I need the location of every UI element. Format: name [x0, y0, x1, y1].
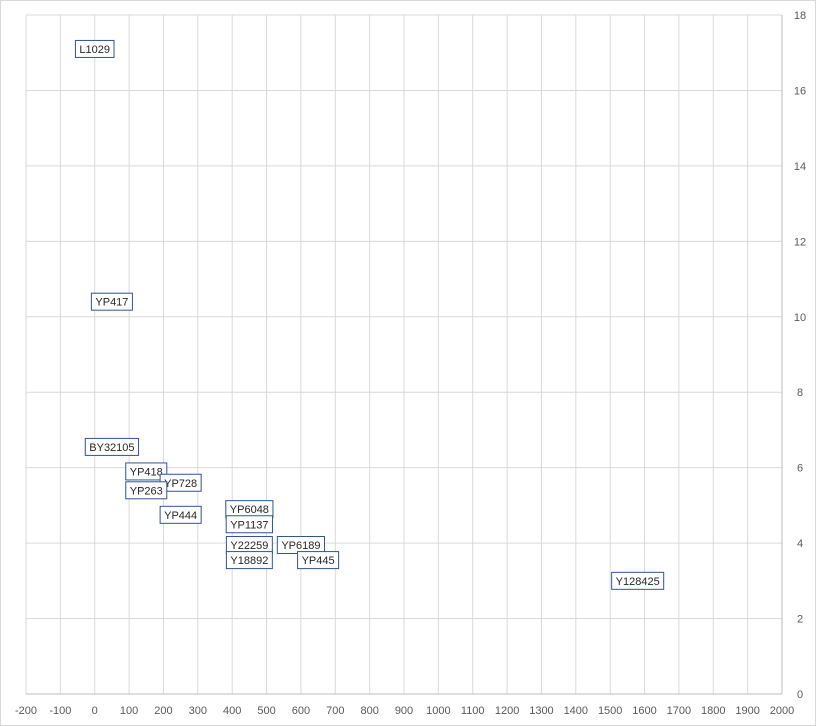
data-point-label: L1029	[74, 39, 115, 58]
x-tick-label: 1400	[564, 705, 588, 717]
data-label-box	[74, 39, 115, 58]
x-tick-label: 600	[292, 705, 310, 717]
data-label-text: L1029	[79, 44, 110, 56]
data-label-text: YP445	[302, 555, 335, 567]
x-tick-label: 400	[223, 705, 241, 717]
data-point-label: YP444	[159, 505, 202, 524]
data-label-text: YP6189	[281, 540, 320, 552]
data-point-label: Y128425	[611, 571, 665, 590]
data-label-box	[611, 571, 665, 590]
axes	[26, 15, 783, 695]
y-tick-label: 18	[794, 10, 806, 22]
data-label-text: YP1137	[230, 519, 268, 531]
data-label-box	[225, 515, 274, 534]
data-point-label: YP6189	[276, 535, 325, 554]
data-label-text: YP418	[130, 466, 163, 478]
data-label-box	[225, 551, 273, 570]
y-tick-label: 16	[794, 85, 806, 97]
x-tick-label: 100	[120, 705, 138, 717]
y-tick-label: 2	[797, 614, 803, 626]
data-label-text: YP6048	[230, 504, 269, 516]
x-tick-label: 1700	[667, 705, 691, 717]
data-label-box	[84, 437, 140, 456]
data-label-box	[159, 505, 202, 524]
data-point-label: YP1137	[225, 515, 274, 534]
y-tick-label: 12	[794, 236, 806, 248]
y-tick-label: 14	[794, 161, 806, 173]
data-point-label: YP728	[159, 473, 202, 492]
data-label-box	[90, 292, 133, 311]
data-point-label: YP445	[297, 551, 340, 570]
data-label-text: BY32105	[89, 442, 134, 454]
x-tick-label: 1000	[426, 705, 450, 717]
data-label-text: YP263	[130, 485, 163, 497]
x-tick-label: 1300	[529, 705, 553, 717]
x-tick-label: 200	[154, 705, 172, 717]
x-tick-label: 2000	[770, 705, 794, 717]
data-point-label: YP6048	[225, 500, 274, 519]
x-tick-label: 900	[395, 705, 413, 717]
data-label-box	[297, 551, 340, 570]
x-tick-label: 1100	[461, 705, 485, 717]
y-tick-label: 0	[797, 689, 803, 701]
y-tick-label: 8	[797, 387, 803, 399]
data-label-text: Y18892	[230, 555, 268, 567]
x-tick-label: 1600	[632, 705, 656, 717]
data-label-text: Y22259	[230, 540, 268, 552]
data-label-text: YP417	[95, 297, 128, 309]
data-label-text: YP444	[164, 510, 197, 522]
x-tick-label: -200	[15, 705, 37, 717]
x-tick-label: 0	[92, 705, 98, 717]
x-tick-label: 500	[257, 705, 275, 717]
data-point-label: BY32105	[84, 437, 140, 456]
data-point-label: YP263	[125, 481, 168, 500]
x-tick-label: 300	[189, 705, 207, 717]
data-label-box	[125, 462, 168, 481]
x-tick-label: 1800	[701, 705, 725, 717]
x-tick-labels: -200 -100 0 100 200 300 400 500 600 700 800 900 1000…	[15, 705, 794, 717]
x-tick-label: 1900	[735, 705, 759, 717]
y-tick-labels: 0 2 4 6 8 10 12 14 16 18	[794, 10, 806, 701]
y-tick-label: 6	[797, 463, 803, 475]
data-point-label: YP417	[90, 292, 133, 311]
y-tick-label: 4	[797, 538, 803, 550]
data-label-box	[125, 481, 168, 500]
x-tick-label: 700	[326, 705, 344, 717]
data-point-label: Y22259	[225, 535, 273, 554]
x-tick-label: -100	[49, 705, 71, 717]
x-tick-label: 1200	[495, 705, 519, 717]
data-label-text: YP728	[164, 478, 197, 490]
data-label-text: Y128425	[616, 576, 660, 588]
y-tick-label: 10	[794, 312, 806, 324]
x-tick-label: 1500	[598, 705, 622, 717]
data-point-label: YP418	[125, 462, 168, 481]
data-point-label: Y18892	[225, 551, 273, 570]
x-tick-label: 800	[360, 705, 378, 717]
